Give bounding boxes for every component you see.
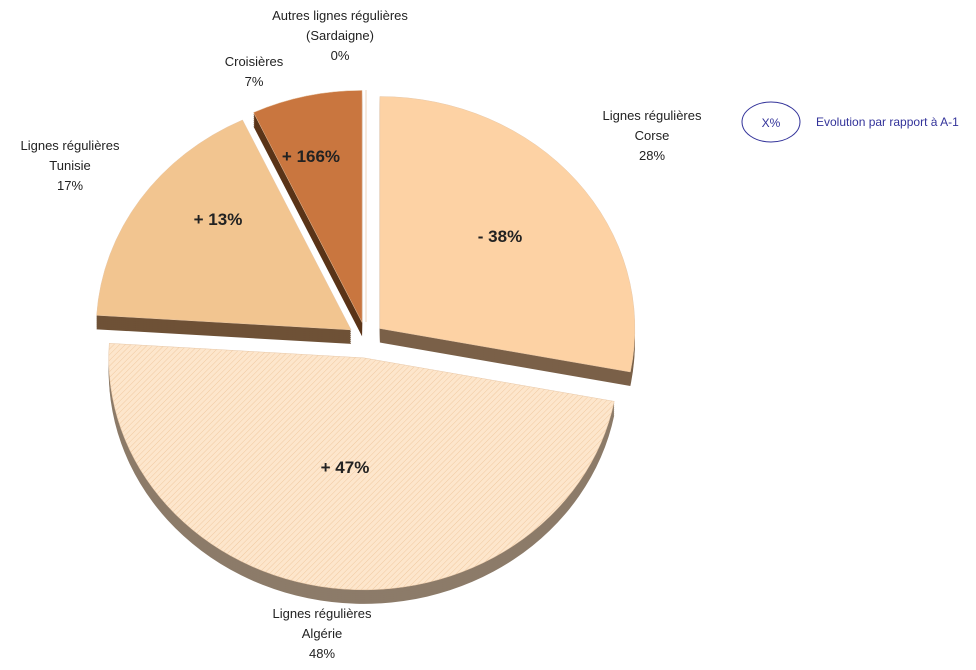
pie	[96, 90, 636, 604]
evolution-label: - 38%	[478, 227, 522, 246]
legend-symbol-text: X%	[762, 116, 781, 130]
evolution-label: + 166%	[282, 147, 340, 166]
evolution-label: + 47%	[321, 458, 370, 477]
value-label: 48%	[309, 646, 335, 661]
legend-symbol	[741, 101, 801, 143]
slice-label: Croisières	[225, 54, 284, 69]
slice-label: (Sardaigne)	[306, 28, 374, 43]
slice	[96, 119, 352, 331]
value-label: 7%	[245, 74, 264, 89]
slice	[108, 343, 615, 591]
slice-label: Lignes régulières	[602, 108, 702, 123]
slice-label: Corse	[635, 128, 670, 143]
evolution-label: + 13%	[194, 210, 243, 229]
value-label: 17%	[57, 178, 83, 193]
value-label: 28%	[639, 148, 665, 163]
slice	[379, 96, 636, 373]
value-label: 0%	[331, 48, 350, 63]
slice	[253, 90, 363, 323]
slice-label: Lignes régulières	[20, 138, 120, 153]
slice-label: Algérie	[302, 626, 342, 641]
slice-label: Autres lignes régulières	[272, 8, 408, 23]
slice-label: Tunisie	[49, 158, 90, 173]
slice-label: Lignes régulières	[272, 606, 372, 621]
legend-text: Evolution par rapport à A-1	[816, 115, 959, 129]
